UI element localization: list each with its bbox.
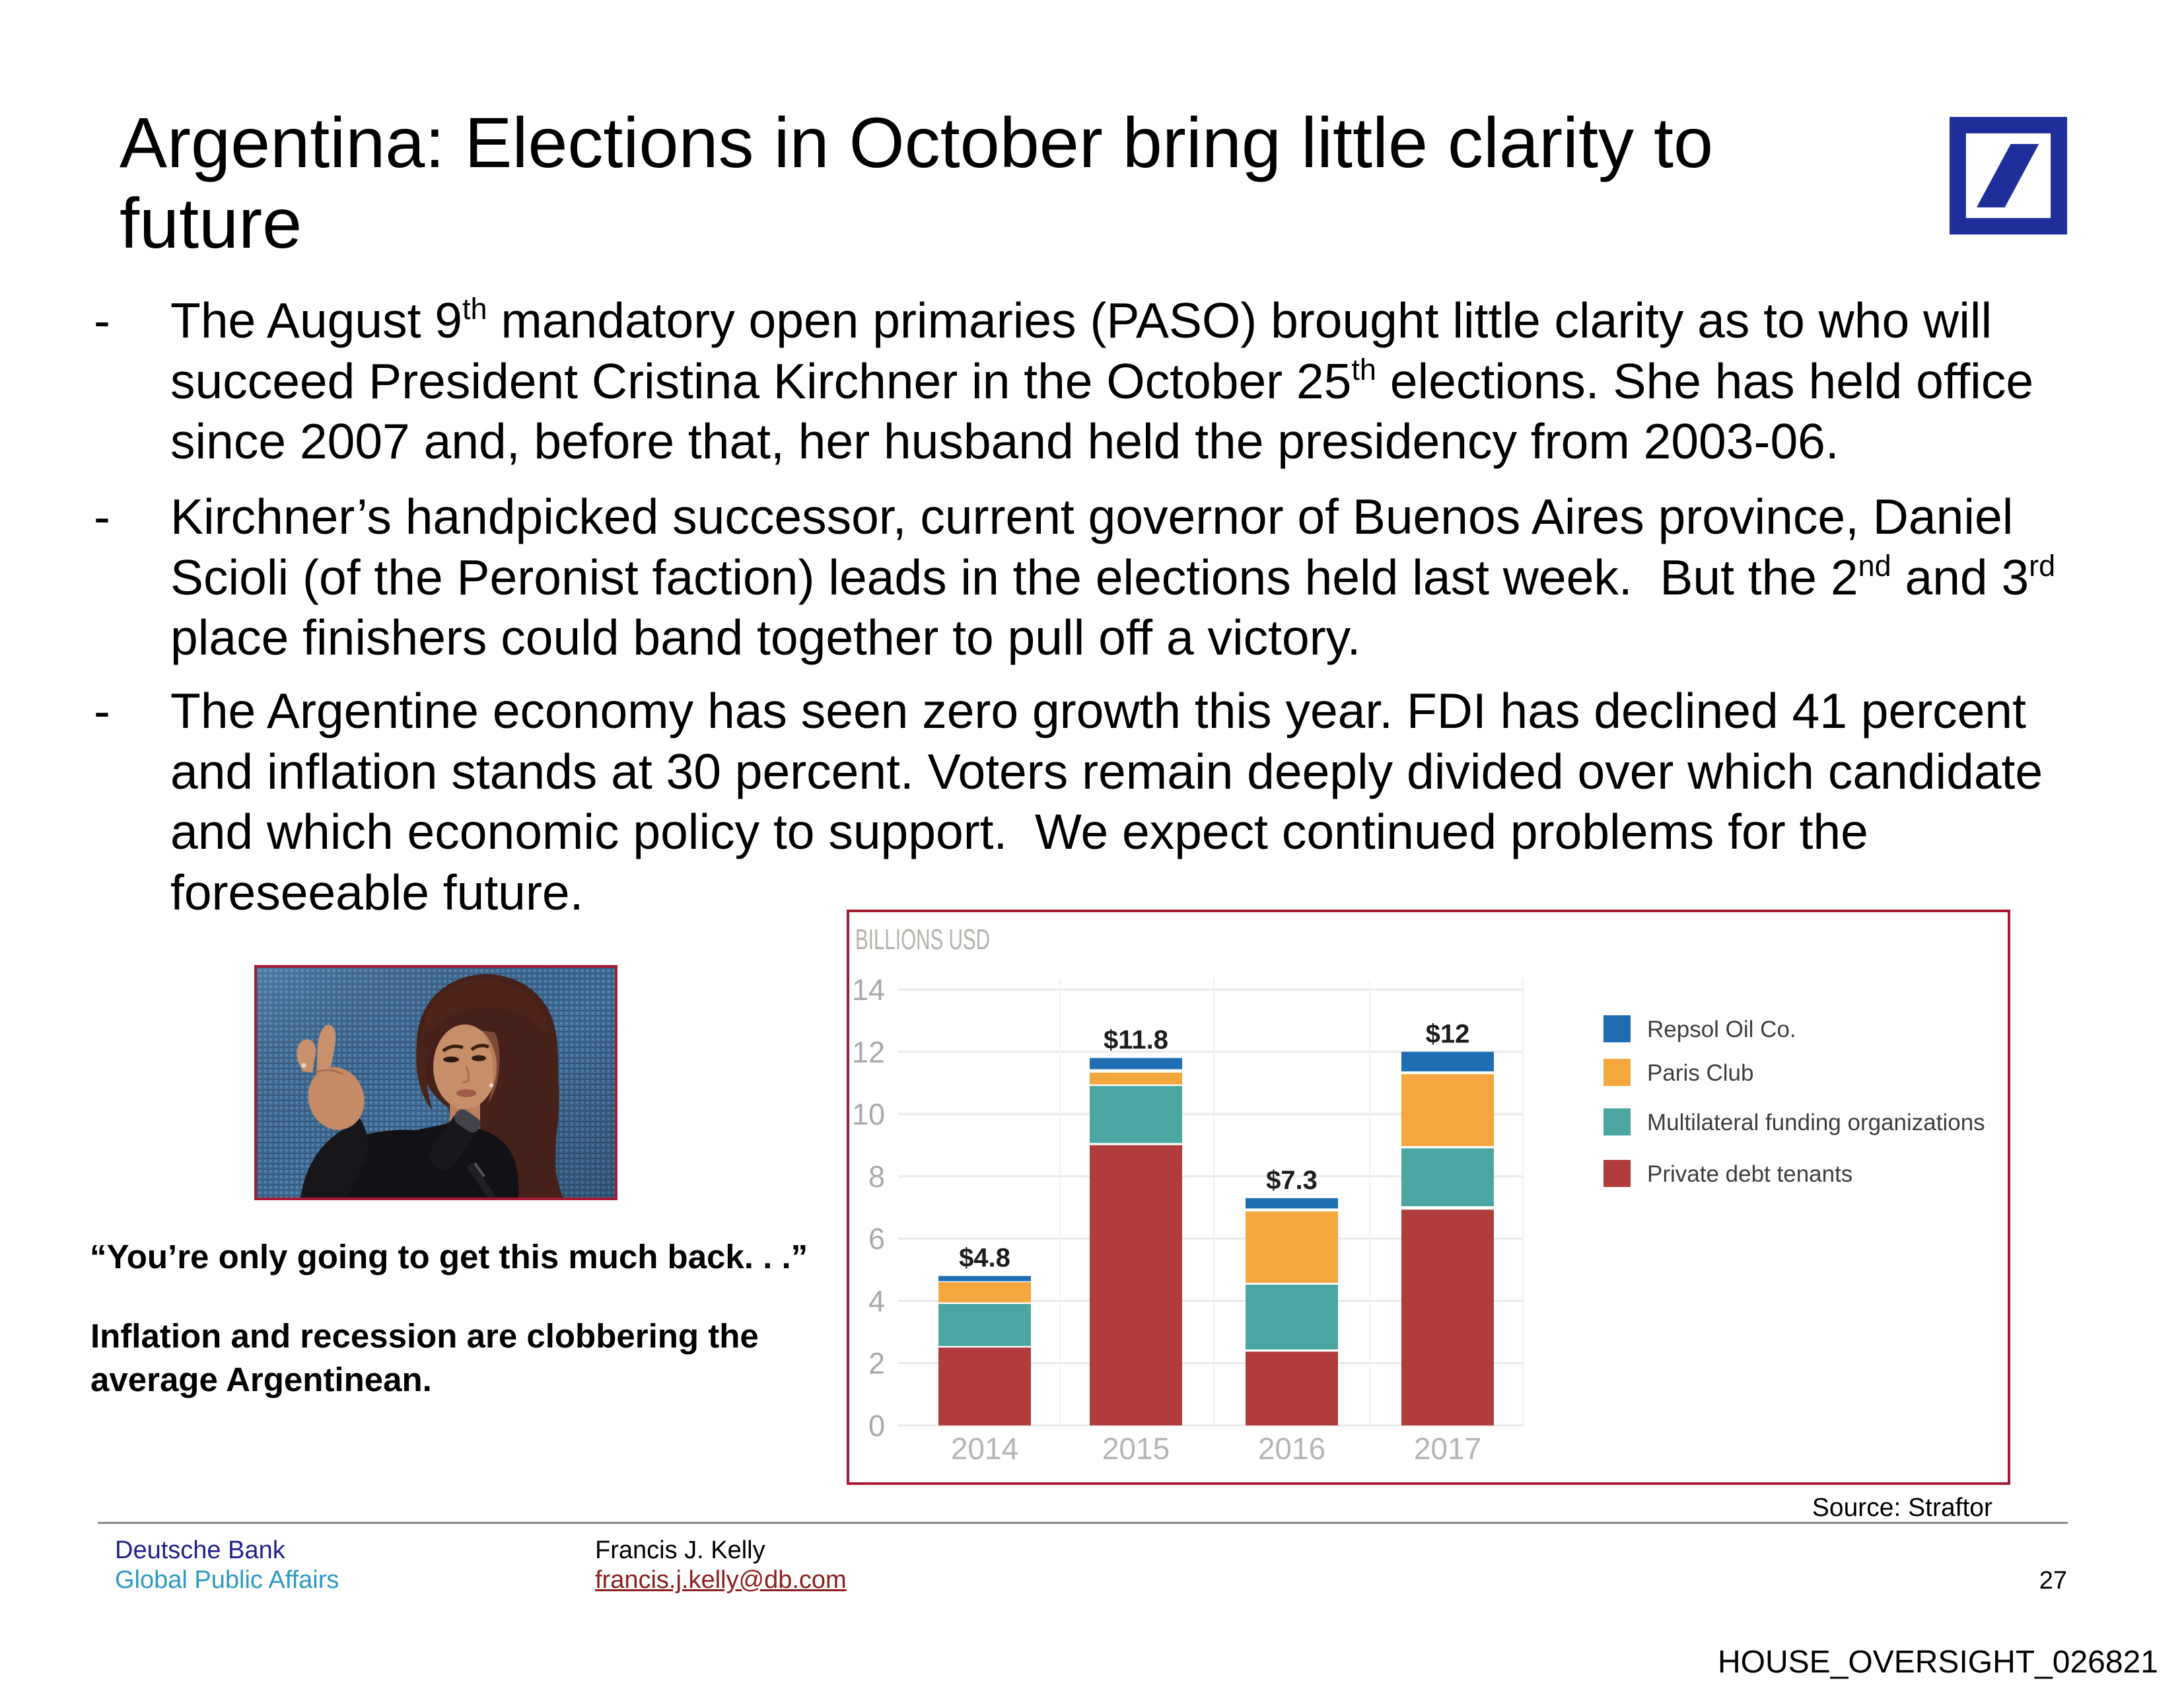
svg-text:2015: 2015 xyxy=(1102,1431,1170,1466)
svg-text:2014: 2014 xyxy=(951,1431,1018,1466)
svg-text:8: 8 xyxy=(868,1160,885,1194)
svg-text:0: 0 xyxy=(868,1409,885,1443)
svg-text:BILLIONS USD: BILLIONS USD xyxy=(855,923,990,956)
svg-text:Paris Club: Paris Club xyxy=(1647,1060,1753,1086)
svg-text:$11.8: $11.8 xyxy=(1104,1026,1168,1055)
svg-text:2: 2 xyxy=(868,1347,885,1381)
svg-text:4: 4 xyxy=(868,1284,885,1318)
svg-text:14: 14 xyxy=(852,973,885,1007)
svg-text:$7.3: $7.3 xyxy=(1266,1166,1318,1195)
svg-text:Multilateral funding organizat: Multilateral funding organizations xyxy=(1647,1110,1985,1135)
svg-text:10: 10 xyxy=(852,1098,885,1132)
svg-text:12: 12 xyxy=(852,1035,885,1069)
svg-text:2017: 2017 xyxy=(1414,1431,1481,1466)
svg-text:2016: 2016 xyxy=(1258,1431,1325,1466)
svg-text:Private debt tenants: Private debt tenants xyxy=(1647,1161,1852,1187)
svg-text:$12: $12 xyxy=(1426,1019,1470,1048)
svg-text:$4.8: $4.8 xyxy=(959,1244,1010,1273)
svg-text:6: 6 xyxy=(868,1222,885,1256)
svg-text:Repsol Oil Co.: Repsol Oil Co. xyxy=(1647,1017,1796,1042)
